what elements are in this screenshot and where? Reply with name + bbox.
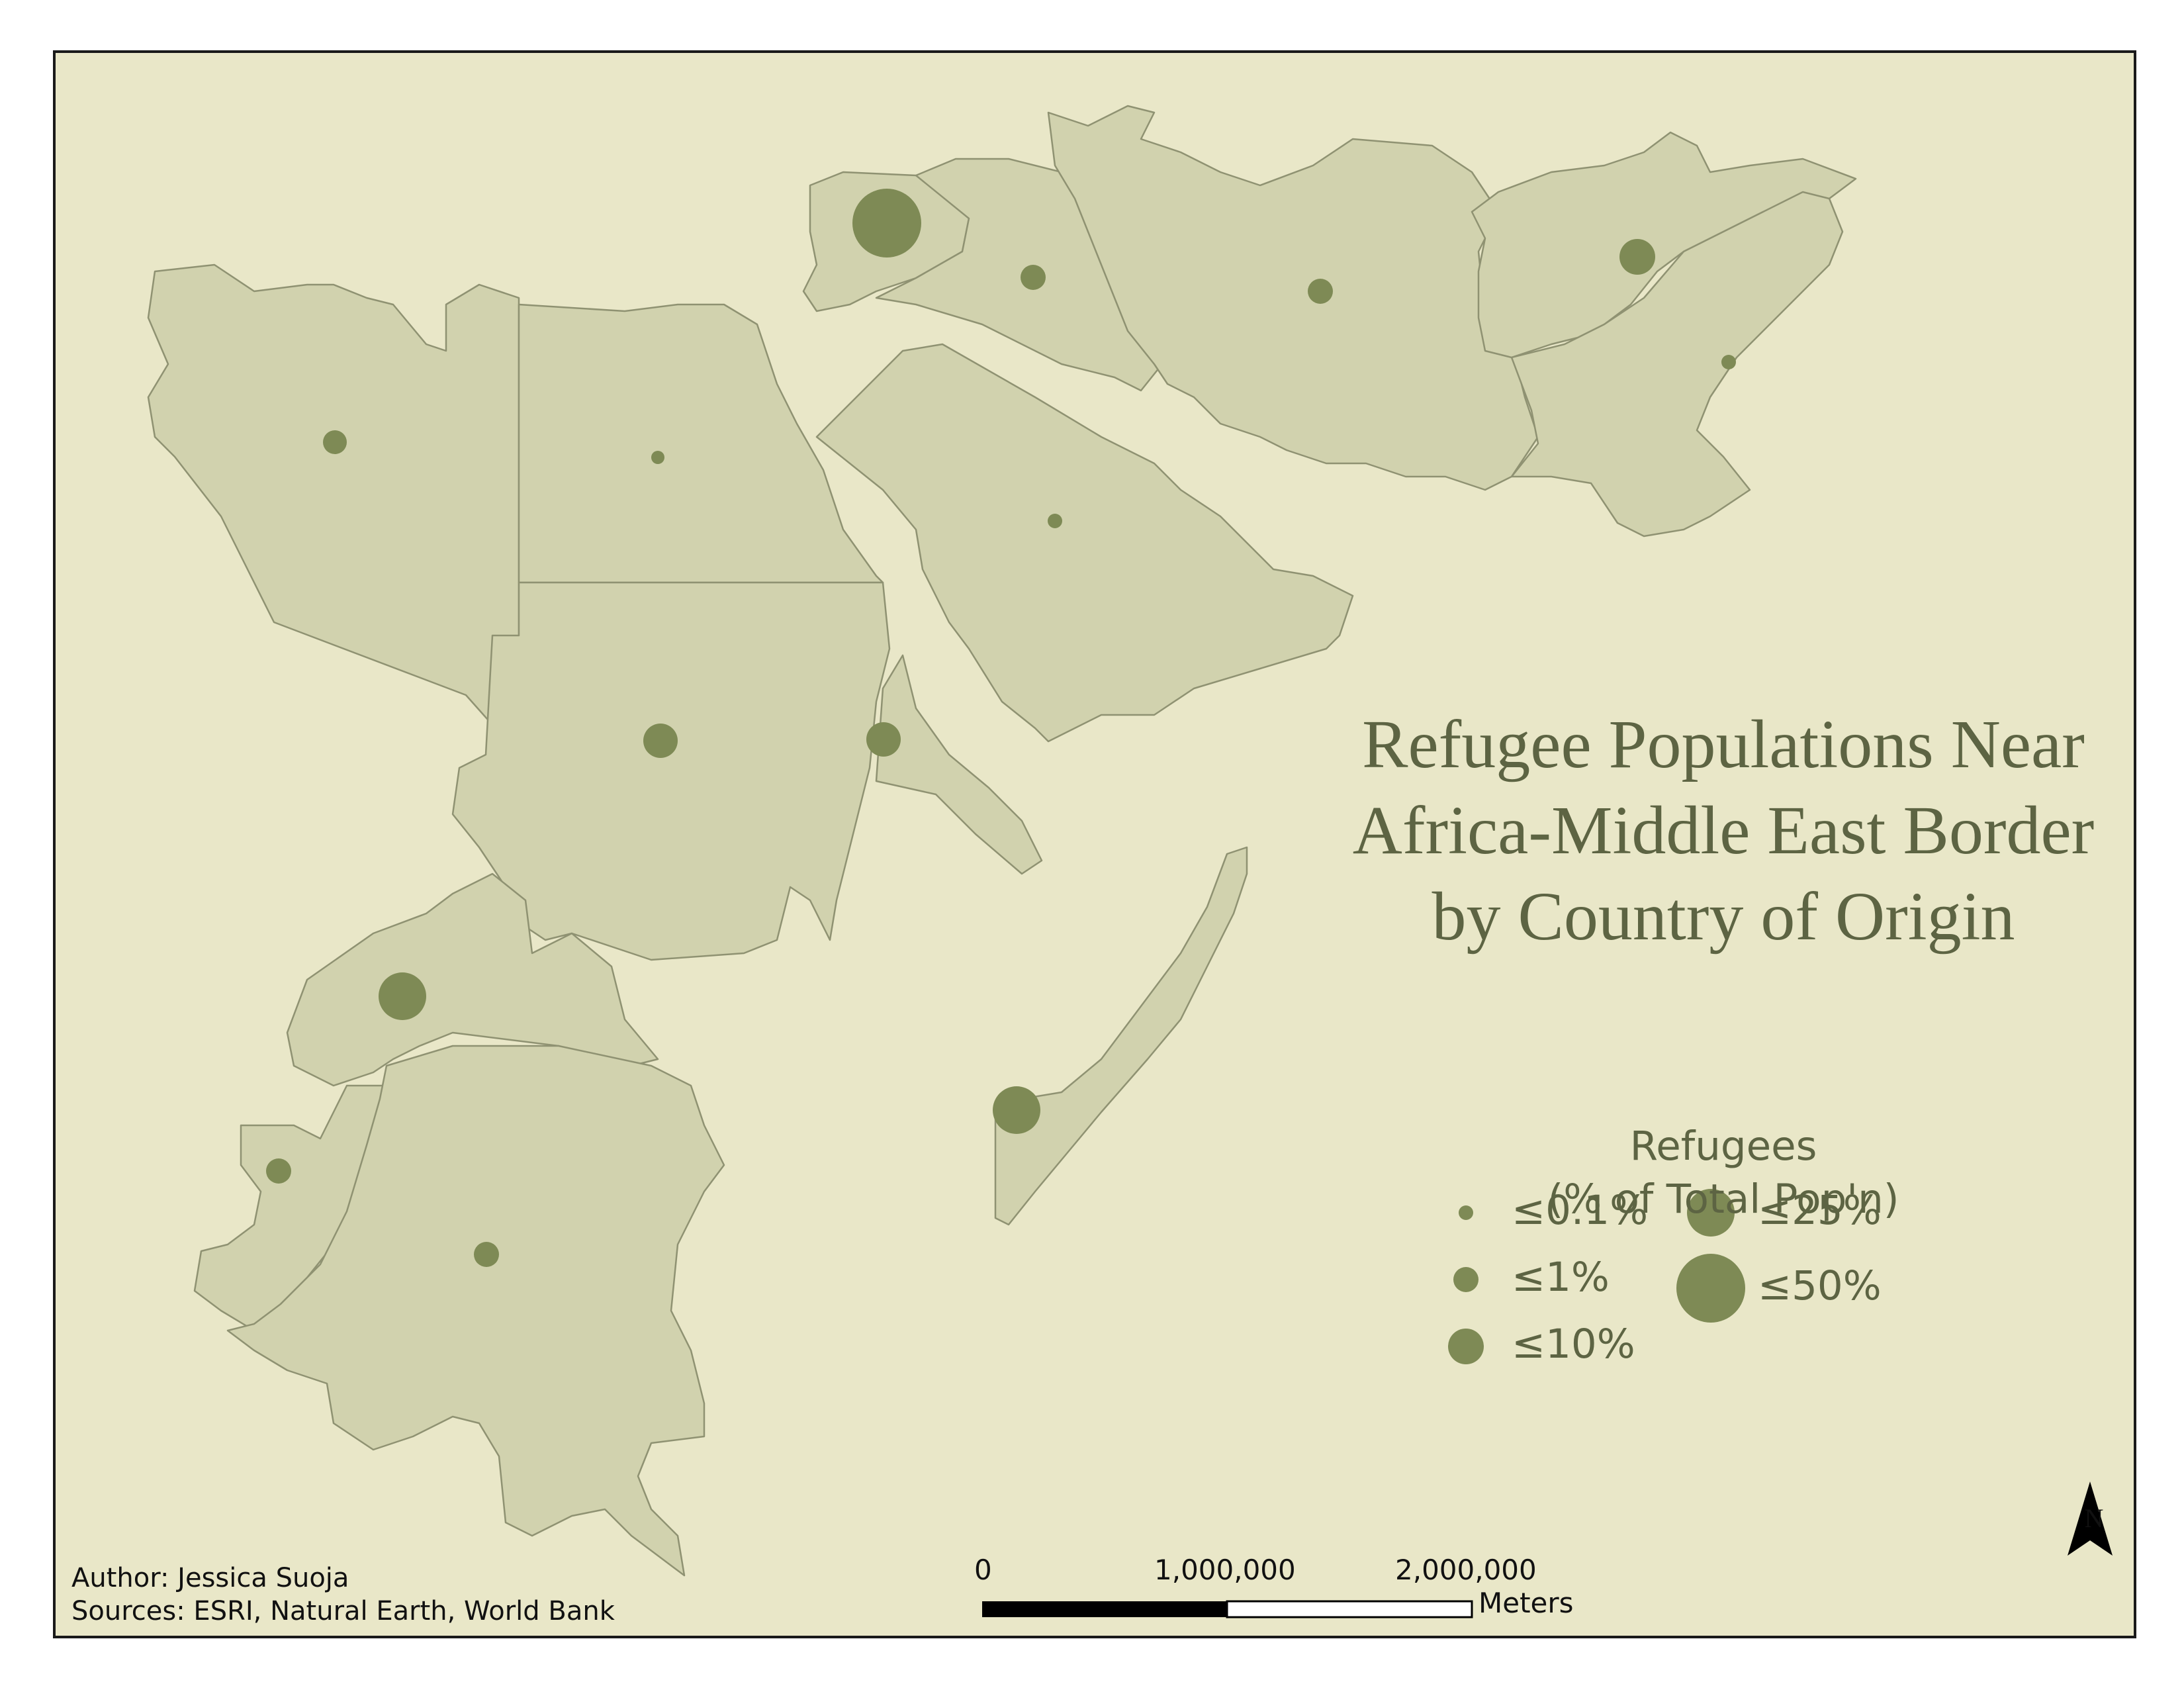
refugee-symbols-layer <box>266 189 1736 1267</box>
scale-unit: Meters <box>1479 1587 1574 1619</box>
legend-symbol-1 <box>1453 1267 1479 1292</box>
scale-tick-0: 0 <box>974 1554 992 1586</box>
symbol-eritrea <box>866 722 901 757</box>
north-label: N <box>2084 1503 2104 1533</box>
country-dr-congo <box>226 1045 725 1577</box>
legend-symbol-25 <box>1687 1189 1735 1237</box>
scale-bar-empty-segment <box>1226 1600 1473 1618</box>
symbol-somalia <box>993 1086 1040 1134</box>
country-pakistan <box>1510 191 1844 538</box>
legend-symbol-10 <box>1448 1329 1484 1364</box>
country-eritrea <box>875 654 1043 875</box>
scale-bar <box>982 1600 1473 1618</box>
countries-layer <box>147 105 1857 1577</box>
title-line-2: Africa-Middle East Border <box>1352 792 2095 868</box>
title-line-1: Refugee Populations Near <box>1362 706 2085 782</box>
legend-label-1: ≤1% <box>1512 1254 1610 1301</box>
map-title: Refugee Populations Near Africa-Middle E… <box>1181 702 2134 960</box>
legend-title: Refugees (% of Total Pop'n) <box>1459 1120 1988 1226</box>
map-canvas <box>147 105 2113 1618</box>
symbol-central-african-republic <box>379 972 426 1020</box>
country-saudi-arabia <box>815 343 1354 743</box>
symbol-egypt <box>651 451 664 464</box>
legend-symbol-50 <box>1676 1254 1745 1323</box>
legend-label-25: ≤25% <box>1758 1187 1882 1234</box>
symbol-congo <box>266 1158 291 1184</box>
author-credit: Author: Jessica Suoja <box>71 1563 349 1593</box>
country-somalia <box>994 846 1248 1226</box>
symbol-libya <box>323 430 347 454</box>
symbol-pakistan <box>1721 355 1736 369</box>
symbol-dr-congo <box>474 1242 499 1267</box>
symbol-saudi-arabia <box>1048 514 1062 528</box>
country-sudan <box>451 581 891 961</box>
legend-label-0-1: ≤0.1% <box>1512 1187 1649 1234</box>
scale-bar-filled-segment <box>982 1601 1227 1617</box>
legend-label-10: ≤10% <box>1512 1321 1635 1368</box>
symbol-iraq <box>1021 265 1046 290</box>
legend-label-50: ≤50% <box>1758 1262 1882 1309</box>
map-frame: Refugee Populations Near Africa-Middle E… <box>53 50 2136 1638</box>
symbol-iran <box>1308 279 1333 304</box>
legend-title-line-2: (% of Total Pop'n) <box>1547 1176 1899 1223</box>
legend-symbols <box>1448 1189 1745 1364</box>
scale-tick-2000000: 2,000,000 <box>1395 1554 1537 1586</box>
symbol-sudan <box>643 724 678 758</box>
legend-symbol-0-1 <box>1459 1205 1473 1220</box>
title-line-3: by Country of Origin <box>1432 878 2015 955</box>
sources-credit: Sources: ESRI, Natural Earth, World Bank <box>71 1596 615 1626</box>
symbol-afghanistan <box>1619 239 1655 275</box>
symbol-syria <box>852 189 921 258</box>
north-arrow-icon <box>2068 1481 2113 1556</box>
scale-tick-1000000: 1,000,000 <box>1154 1554 1296 1586</box>
country-libya <box>147 263 520 756</box>
country-iran <box>1047 105 1539 491</box>
legend-title-line-1: Refugees <box>1629 1123 1817 1170</box>
country-central-african-republic <box>286 872 659 1087</box>
